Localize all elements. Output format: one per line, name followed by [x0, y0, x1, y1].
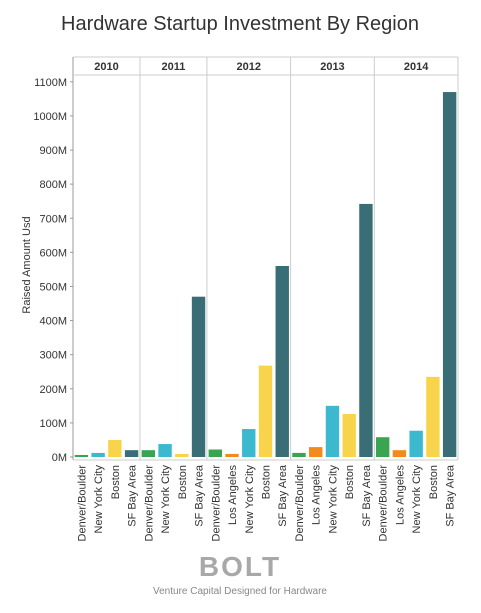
bar [141, 450, 156, 457]
logo: BOLT [199, 551, 281, 582]
y-tick-label: 500M [39, 281, 67, 293]
x-tick-label: Denver/Boulder [210, 465, 222, 542]
bar [309, 447, 323, 457]
bar [124, 450, 139, 457]
x-tick-label: New York City [93, 465, 105, 534]
x-tick-label: New York City [327, 465, 339, 534]
y-tick-label: 1100M [34, 77, 67, 89]
x-tick-label: Boston [177, 465, 189, 499]
x-tick-label: Boston [428, 465, 440, 499]
y-tick-label: 300M [39, 350, 67, 362]
facet-label: 2010 [94, 61, 118, 73]
bar [191, 296, 206, 457]
bar [442, 92, 457, 457]
bar [74, 454, 89, 457]
x-tick-label: SF Bay Area [194, 464, 206, 527]
x-tick-label: Denver/Boulder [76, 465, 88, 542]
tagline: Venture Capital Designed for Hardware [153, 586, 327, 597]
x-tick-label: SF Bay Area [445, 464, 457, 527]
x-tick-label: SF Bay Area [277, 464, 289, 527]
bar [325, 405, 340, 457]
facet-label: 2013 [320, 61, 344, 73]
y-tick-label: 800M [39, 179, 67, 191]
bar [409, 430, 423, 457]
x-tick-label: New York City [244, 465, 256, 534]
bar [258, 365, 273, 457]
y-axis-label: Raised Amount Usd [21, 216, 33, 313]
bar [108, 439, 122, 457]
bar [392, 450, 407, 457]
y-tick-label: 100M [39, 418, 67, 430]
x-tick-label: Los Angeles [227, 465, 239, 525]
bar [275, 266, 289, 457]
y-tick-label: 900M [39, 145, 67, 157]
bar [342, 414, 356, 457]
bar [242, 429, 256, 457]
y-tick-label: 600M [39, 247, 67, 259]
x-tick-label: Denver/Boulder [294, 465, 306, 542]
x-tick-label: Boston [261, 465, 273, 499]
bar [292, 452, 306, 457]
y-tick-label: 700M [39, 213, 67, 225]
x-tick-label: Boston [344, 465, 356, 499]
chart-title: Hardware Startup Investment By Region [61, 13, 419, 35]
facet-label: 2012 [237, 61, 261, 73]
x-tick-label: Los Angeles [311, 465, 323, 525]
x-tick-label: SF Bay Area [361, 464, 373, 527]
x-tick-label: New York City [411, 465, 423, 534]
bar [359, 203, 373, 457]
x-tick-label: Boston [110, 465, 122, 499]
bar [225, 453, 239, 457]
x-tick-label: Denver/Boulder [143, 465, 155, 542]
bar [175, 453, 189, 457]
bar [375, 437, 390, 457]
x-tick-label: Denver/Boulder [378, 465, 390, 542]
y-tick-label: 1000M [33, 111, 67, 123]
x-tick-label: New York City [160, 465, 172, 534]
bar [158, 444, 172, 457]
x-tick-label: Los Angeles [394, 465, 406, 525]
facet-label: 2011 [161, 61, 185, 73]
bar [426, 376, 440, 457]
bar [91, 452, 105, 457]
bar [208, 449, 222, 457]
y-tick-label: 400M [39, 316, 67, 328]
y-tick-label: 200M [39, 384, 67, 396]
facet-label: 2014 [404, 61, 429, 73]
y-tick-label: 0M [52, 452, 67, 464]
x-tick-label: SF Bay Area [127, 464, 139, 527]
